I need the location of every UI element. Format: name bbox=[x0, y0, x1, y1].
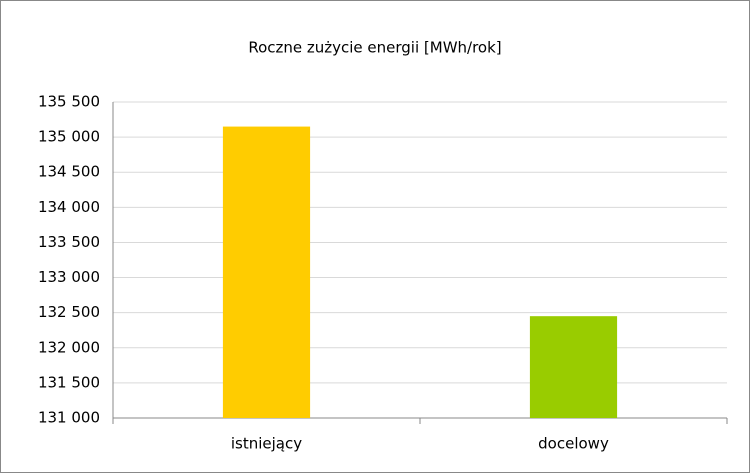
x-tick-label: istniejący bbox=[231, 435, 302, 453]
bar bbox=[222, 126, 311, 419]
y-tick-label: 134 000 bbox=[38, 198, 100, 216]
y-tick-label: 133 500 bbox=[38, 233, 100, 251]
y-tick-label: 133 000 bbox=[38, 268, 100, 286]
y-tick-label: 131 500 bbox=[38, 373, 100, 391]
x-tick-label: docelowy bbox=[538, 435, 609, 453]
chart-title: Roczne zużycie energii [MWh/rok] bbox=[248, 39, 501, 57]
y-tick-label: 132 500 bbox=[38, 303, 100, 321]
y-tick-label: 135 500 bbox=[38, 93, 100, 111]
y-tick-label: 134 500 bbox=[38, 163, 100, 181]
y-tick-label: 131 000 bbox=[38, 409, 100, 427]
bar bbox=[529, 316, 618, 418]
y-tick-label: 135 000 bbox=[38, 128, 100, 146]
y-tick-label: 132 000 bbox=[38, 338, 100, 356]
